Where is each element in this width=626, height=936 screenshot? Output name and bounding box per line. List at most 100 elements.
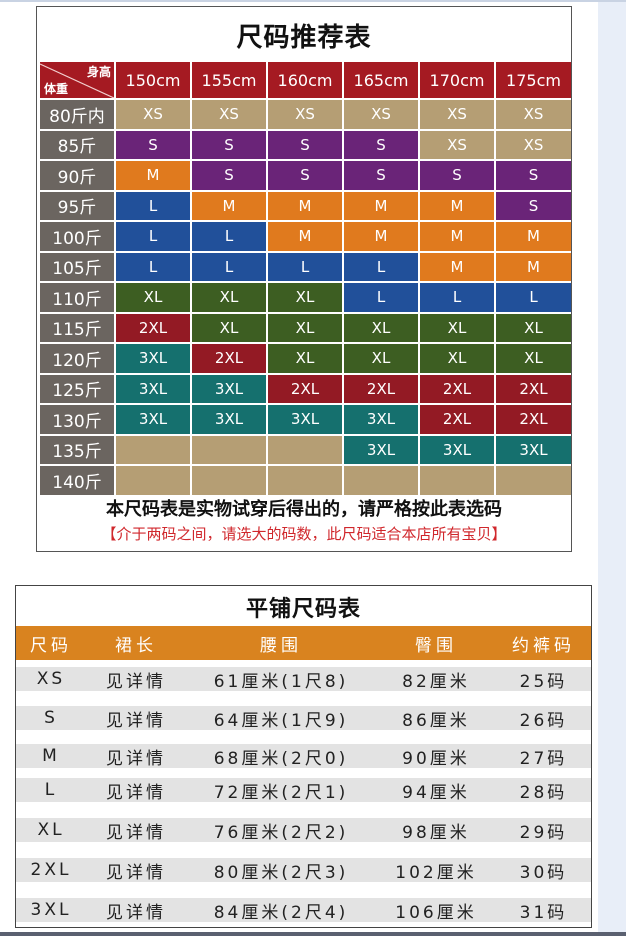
cell-size: 2XL [30,860,72,880]
size-cell: S [192,130,266,159]
size-cell [268,466,342,495]
size-cell: XL [268,283,342,312]
size-cell: 3XL [192,374,266,403]
cell-size: L [44,780,58,800]
cell-pants-size: 28码 [519,782,568,803]
size-cell: L [116,252,190,281]
col-header-size: 尺码 [30,635,72,656]
size-cell: 2XL [420,374,494,403]
right-gutter [598,2,626,936]
weight-row: 120斤 3XL 2XL XL XL XL XL [40,344,571,373]
size-cell: M [344,222,418,251]
cell-waist: 84厘米(2尺4) [213,902,349,923]
size-cell: M [420,191,494,220]
size-cell: XL [420,313,494,342]
flat-size-card: 平铺尺码表 尺码 裙长 腰围 臀围 约裤码 XS 见详情 61厘米(1尺8) 82厘米… [15,585,592,928]
recommend-grid: 身高 体重 150cm 155cm 160cm 165cm 170cm 175c… [40,62,571,495]
flat-title: 平铺尺码表 [245,597,361,622]
size-cell: L [344,252,418,281]
size-cell: S [496,161,571,190]
recommend-title: 尺码推荐表 [236,23,372,53]
size-cell: XS [496,100,571,129]
size-cell: XS [268,100,342,129]
flat-table-row: 3XL 见详情 84厘米(2尺4) 106厘米 31码 [16,898,591,923]
weight-axis-label: 体重 [44,82,69,96]
size-cell: XL [192,283,266,312]
size-cell: XS [420,100,494,129]
height-axis-label: 身高 [86,65,111,79]
cell-size: 3XL [30,900,72,920]
col-header-skirt-length: 裙长 [115,635,157,656]
flat-table-row: 2XL 见详情 80厘米(2尺3) 102厘米 30码 [16,858,591,883]
size-cell: 3XL [344,435,418,464]
weight-label: 85斤 [40,130,114,159]
size-cell: 3XL [268,405,342,434]
size-cell [116,466,190,495]
height-header-row: 身高 体重 150cm 155cm 160cm 165cm 170cm 175c… [40,62,571,98]
height-header: 170cm [420,62,494,98]
size-cell: 2XL [420,405,494,434]
size-cell: 3XL [116,344,190,373]
cell-skirt-length: 见详情 [106,902,166,923]
size-cell [344,466,418,495]
size-cell: L [192,252,266,281]
size-cell [496,466,571,495]
cell-hip: 90厘米 [402,748,470,769]
size-cell: 3XL [420,435,494,464]
size-cell [192,466,266,495]
cell-hip: 94厘米 [402,782,470,803]
flat-table-row: S 见详情 64厘米(1尺9) 86厘米 26码 [16,706,591,731]
recommend-rows: 80斤内 XS XS XS XS XS XS 85斤 S S S S XS XS 90斤 M S S S S S 95斤 L… [40,100,571,495]
size-cell: S [420,161,494,190]
size-cell: 2XL [496,374,571,403]
cell-waist: 64厘米(1尺9) [213,710,349,731]
size-cell: XL [344,344,418,373]
size-cell: 2XL [344,374,418,403]
weight-row: 110斤 XL XL XL L L L [40,283,571,312]
size-cell: M [192,191,266,220]
cell-skirt-length: 见详情 [106,671,166,692]
weight-row: 140斤 [40,466,571,495]
cell-hip: 98厘米 [402,822,470,843]
cell-pants-size: 25码 [519,671,568,692]
weight-row: 80斤内 XS XS XS XS XS XS [40,100,571,129]
size-cell: M [344,191,418,220]
cell-hip: 82厘米 [402,671,470,692]
size-cell: S [344,130,418,159]
cell-skirt-length: 见详情 [106,782,166,803]
size-cell: 3XL [344,405,418,434]
size-cell: M [420,252,494,281]
col-header-hip: 臀围 [415,635,457,656]
size-cell: 3XL [116,405,190,434]
weight-label: 100斤 [40,222,114,251]
size-cell: S [268,161,342,190]
size-cell: L [268,252,342,281]
size-cell: 2XL [116,313,190,342]
cell-size: XS [36,669,66,689]
size-cell: XS [192,100,266,129]
weight-row: 130斤 3XL 3XL 3XL 3XL 2XL 2XL [40,405,571,434]
size-cell: XS [496,130,571,159]
size-cell: M [496,222,571,251]
size-cell: XL [268,313,342,342]
size-cell: L [496,283,571,312]
cell-waist: 72厘米(2尺1) [213,782,349,803]
size-cell: S [116,130,190,159]
size-cell: 2XL [268,374,342,403]
recommend-note: 本尺码表是实物试穿后得出的，请严格按此表选码 [106,499,502,520]
cell-pants-size: 26码 [519,710,568,731]
weight-row: 90斤 M S S S S S [40,161,571,190]
cell-waist: 80厘米(2尺3) [213,862,349,883]
cell-skirt-length: 见详情 [106,748,166,769]
cell-size: S [44,708,58,728]
weight-label: 110斤 [40,283,114,312]
size-cell: M [420,222,494,251]
weight-row: 135斤 3XL 3XL 3XL [40,435,571,464]
size-cell: L [192,222,266,251]
cell-waist: 76厘米(2尺2) [213,822,349,843]
size-cell: S [496,191,571,220]
cell-skirt-length: 见详情 [106,710,166,731]
size-cell: M [116,161,190,190]
size-cell [420,466,494,495]
weight-row: 95斤 L M M M M S [40,191,571,220]
